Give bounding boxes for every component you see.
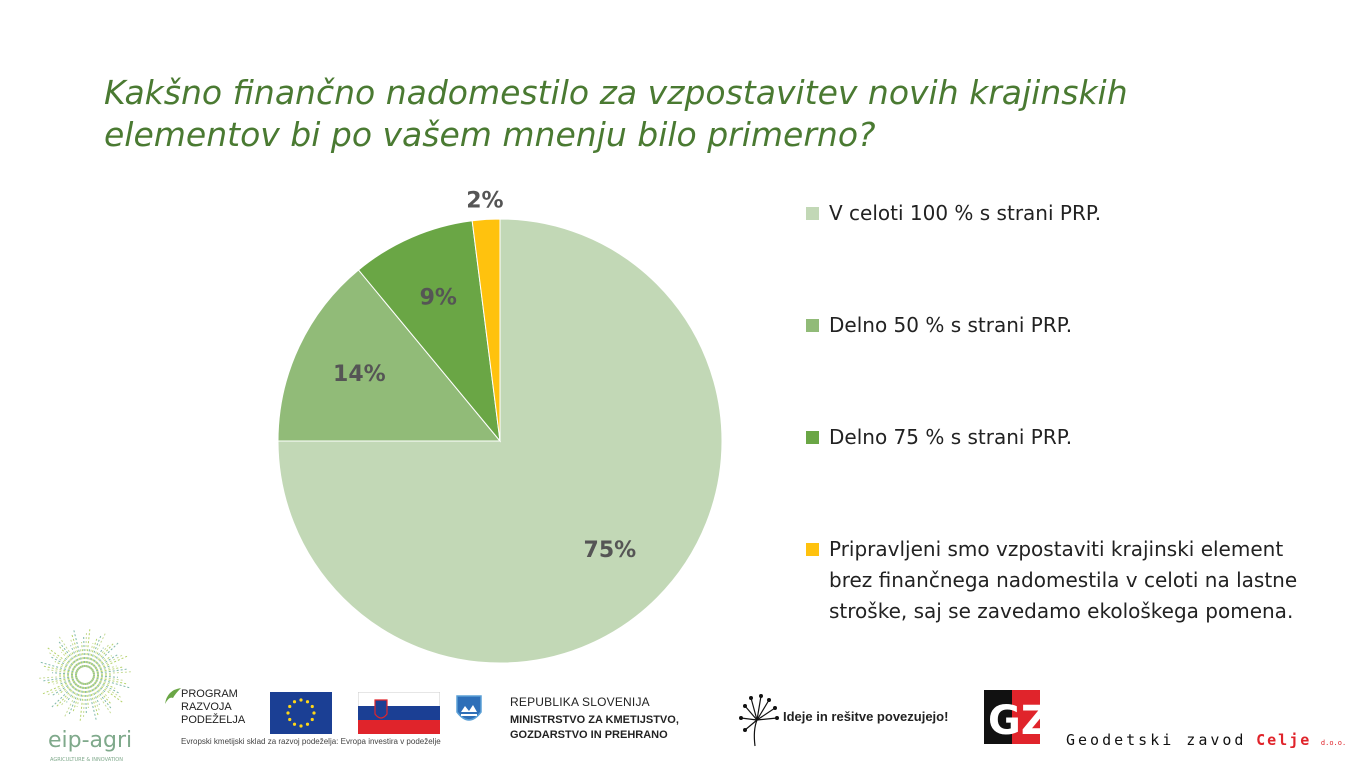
eip-agri-logo: eip-agri AGRICULTURE & INNOVATION (37, 627, 133, 763)
legend-item-3: Pripravljeni smo vzpostaviti krajinski e… (806, 534, 1319, 627)
legend-swatch-2 (806, 431, 819, 444)
ministrstvo-line-1: MINISTRSTVO ZA KMETIJSTVO, (510, 714, 679, 726)
pie-data-label-2: 9% (420, 285, 457, 310)
pie-slice-0 (277, 218, 723, 664)
legend-swatch-3 (806, 543, 819, 556)
legend-label-0: V celoti 100 % s strani PRP. (829, 201, 1102, 225)
legend-label-3: Pripravljeni smo vzpostaviti krajinski e… (829, 537, 1298, 623)
pie-slices (277, 218, 723, 664)
legend-label-1: Delno 50 % s strani PRP. (829, 313, 1073, 337)
pie-slice-2 (357, 220, 501, 443)
eu-flag-icon (270, 692, 332, 734)
pie-slice-1 (277, 269, 502, 442)
gz-logo-icon: GZ (984, 690, 1042, 744)
slovenia-flag-icon (358, 692, 440, 734)
pie-data-labels: 75% 14% 9% 2% (333, 188, 636, 562)
pie-data-label-3: 2% (466, 188, 503, 213)
eip-agri-wordmark: eip-agri (48, 728, 132, 753)
pie-data-label-0: 75% (584, 538, 637, 563)
legend-item-0: V celoti 100 % s strani PRP. (806, 198, 1319, 229)
legend-swatch-0 (806, 207, 819, 220)
program-line-1: PROGRAM (181, 688, 238, 700)
legend-item-2: Delno 75 % s strani PRP. (806, 422, 1319, 453)
gz-letters: GZ (988, 698, 1042, 744)
eip-agri-burst-icon (37, 627, 133, 723)
pie-slice-3 (471, 218, 501, 442)
legend-swatch-1 (806, 319, 819, 332)
republika-text: REPUBLIKA SLOVENIJA (510, 695, 650, 709)
page-title: Kakšno finančno nadomestilo za vzpostavi… (104, 73, 1128, 154)
legend-item-1: Delno 50 % s strani PRP. (806, 310, 1319, 341)
legend-label-2: Delno 75 % s strani PRP. (829, 425, 1073, 449)
program-line-3: PODEŽELJA (181, 714, 246, 726)
doo-text: d.o.o. (1320, 739, 1347, 747)
geodetski-zavod-wordmark: Geodetski zavod Celje d.o.o. (1066, 730, 1346, 749)
leaf-icon (165, 688, 181, 704)
pie-data-label-1: 14% (333, 362, 386, 387)
program-line-2: RAZVOJA (181, 701, 232, 713)
dandelion-icon (739, 694, 779, 747)
slovenia-coat-of-arms-icon (456, 695, 482, 721)
slogan-text: Ideje in rešitve povezujejo! (783, 709, 949, 724)
ministrstvo-line-2: GOZDARSTVO IN PREHRANO (510, 729, 668, 741)
program-razvoja-logo: PROGRAM RAZVOJA PODEŽELJA Evropski kmeti… (163, 686, 453, 756)
geodetski-text: Geodetski zavod (1066, 731, 1247, 749)
program-caption: Evropski kmetijski sklad za razvoj podež… (181, 737, 441, 746)
ministry-block: REPUBLIKA SLOVENIJA MINISTRSTVO ZA KMETI… (510, 695, 720, 743)
celje-text: Celje (1256, 731, 1312, 749)
eip-agri-subtitle: AGRICULTURE & INNOVATION (50, 757, 123, 763)
